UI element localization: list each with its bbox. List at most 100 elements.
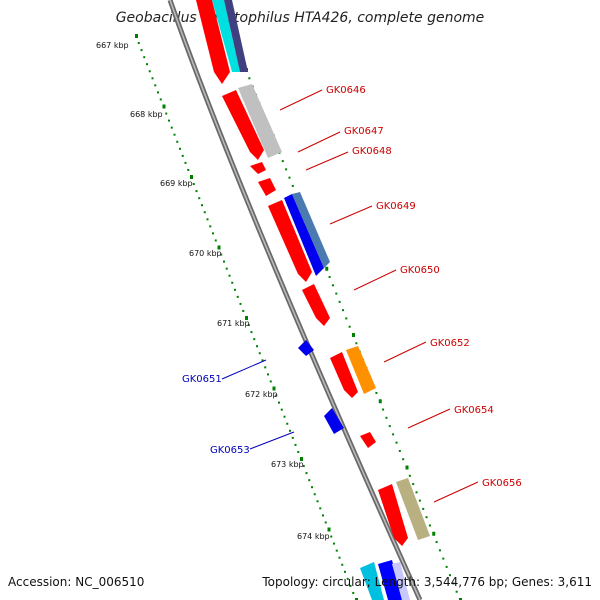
ruler-minor-tick: [324, 521, 327, 524]
ruler-minor-tick: [173, 133, 176, 136]
gene-feature-gk0649-blue[interactable]: [284, 194, 324, 276]
gene-label[interactable]: GK0647: [344, 126, 384, 137]
gene-feature[interactable]: [392, 562, 410, 600]
ruler-minor-tick: [418, 499, 421, 502]
ruler-tick-label: 667 kbp: [96, 41, 129, 50]
ruler-major-tick: [135, 34, 138, 38]
ruler-minor-tick: [452, 582, 455, 585]
ruler-minor-tick: [395, 441, 398, 444]
callout-line: [279, 89, 323, 111]
gene-feature[interactable]: [212, 0, 240, 72]
ruler-minor-tick: [261, 359, 264, 362]
ruler-minor-tick: [428, 524, 431, 527]
ruler-minor-tick: [311, 486, 313, 489]
ruler-minor-tick: [214, 239, 217, 242]
gene-feature-gk0649[interactable]: [268, 200, 312, 282]
ruler-minor-tick: [275, 394, 278, 397]
gene-feature[interactable]: [378, 560, 402, 600]
ruler-track: [135, 34, 358, 600]
ruler-minor-tick: [338, 556, 341, 559]
gene-feature-gk0648[interactable]: [258, 178, 276, 196]
ruler-minor-tick: [170, 126, 173, 129]
ruler-minor-tick: [305, 472, 308, 475]
gene-feature-gk0647[interactable]: [250, 162, 266, 174]
gene-feature-gk0651[interactable]: [298, 340, 314, 356]
ruler-minor-tick: [176, 140, 179, 143]
ruler-minor-tick: [291, 184, 294, 187]
ruler-minor-tick: [159, 98, 162, 101]
ruler-major-tick: [378, 399, 382, 404]
gene-label[interactable]: GK0652: [430, 338, 470, 349]
ruler-major-tick: [432, 531, 436, 536]
gene-feature-gk0654[interactable]: [360, 432, 376, 448]
ruler-minor-tick: [239, 302, 242, 305]
ruler-major-tick: [300, 457, 303, 461]
callout-line: [329, 205, 373, 225]
gene-feature-gk0646[interactable]: [222, 90, 264, 160]
genome-summary-text: Topology: circular; Length: 3,544,776 bp…: [261, 575, 592, 589]
ruler-minor-tick: [445, 565, 448, 568]
ruler-minor-tick: [220, 253, 223, 256]
ruler-minor-tick: [269, 380, 272, 383]
gene-label[interactable]: GK0654: [454, 405, 494, 416]
ruler-minor-tick: [280, 408, 283, 411]
gene-feature-gk0650[interactable]: [302, 284, 330, 326]
ruler-minor-tick: [319, 507, 322, 510]
gene-label[interactable]: GK0653: [210, 445, 250, 456]
gene-feature[interactable]: [360, 562, 384, 600]
ruler-minor-tick: [209, 225, 212, 228]
gene-callouts: [221, 89, 479, 503]
gene-feature-gk0646-homolog[interactable]: [238, 84, 282, 158]
ruler-minor-tick: [168, 119, 170, 122]
ruler-major-tick: [405, 465, 409, 470]
ruler-minor-tick: [198, 197, 201, 200]
gene-feature[interactable]: [224, 0, 248, 72]
ruler-minor-tick: [355, 342, 358, 345]
ruler-minor-tick: [313, 493, 316, 496]
genome-backbone: [167, 0, 423, 600]
ruler-minor-tick: [408, 474, 411, 477]
gene-feature-gk0649-shade[interactable]: [292, 192, 330, 268]
ruler-minor-tick: [331, 284, 334, 287]
ruler-minor-tick: [283, 415, 286, 418]
ruler-minor-tick: [415, 491, 418, 494]
gene-label[interactable]: GK0648: [352, 146, 392, 157]
ruler-tick-label: 670 kbp: [189, 249, 222, 258]
ruler-minor-tick: [165, 112, 168, 115]
gene-feature[interactable]: [196, 0, 230, 84]
gene-label[interactable]: GK0656: [482, 478, 522, 489]
gene-feature-gk0656-homolog[interactable]: [396, 478, 430, 540]
gene-feature-gk0652-homolog[interactable]: [346, 346, 376, 394]
gene-label[interactable]: GK0650: [400, 265, 440, 276]
callout-line: [305, 151, 349, 171]
ruler-minor-tick: [344, 570, 346, 573]
gene-feature-gk0656[interactable]: [378, 484, 408, 546]
ruler-minor-tick: [345, 317, 348, 320]
ruler-minor-tick: [302, 465, 305, 468]
ruler-major-tick: [355, 598, 358, 600]
ruler-minor-tick: [308, 479, 311, 482]
ruler-minor-tick: [338, 300, 341, 303]
gene-feature-gk0653[interactable]: [324, 408, 344, 434]
gene-label[interactable]: GK0646: [326, 85, 366, 96]
ruler-minor-tick: [285, 168, 288, 171]
ruler-minor-tick: [140, 49, 143, 52]
ruler-minor-tick: [203, 211, 206, 214]
gene-label[interactable]: GK0649: [376, 201, 416, 212]
ruler-minor-tick: [385, 416, 388, 419]
gene-labels: GK0646 GK0647 GK0648 GK0649 GK0650 GK065…: [182, 85, 522, 489]
ruler-minor-tick: [442, 557, 445, 560]
ruler-minor-tick: [398, 449, 401, 452]
callout-line: [383, 341, 427, 363]
gene-label[interactable]: GK0651: [182, 374, 222, 385]
gene-feature-gk0652[interactable]: [330, 352, 358, 398]
ruler-tick-label: 671 kbp: [217, 319, 250, 328]
ruler-minor-tick: [341, 563, 344, 566]
callout-line: [249, 431, 295, 450]
ruler-minor-tick: [291, 436, 294, 439]
ruler-minor-tick: [286, 422, 289, 425]
ruler-minor-tick: [438, 549, 441, 552]
ruler-minor-tick: [402, 458, 405, 461]
ruler-minor-tick: [148, 70, 151, 73]
ruler-minor-tick: [247, 324, 250, 327]
